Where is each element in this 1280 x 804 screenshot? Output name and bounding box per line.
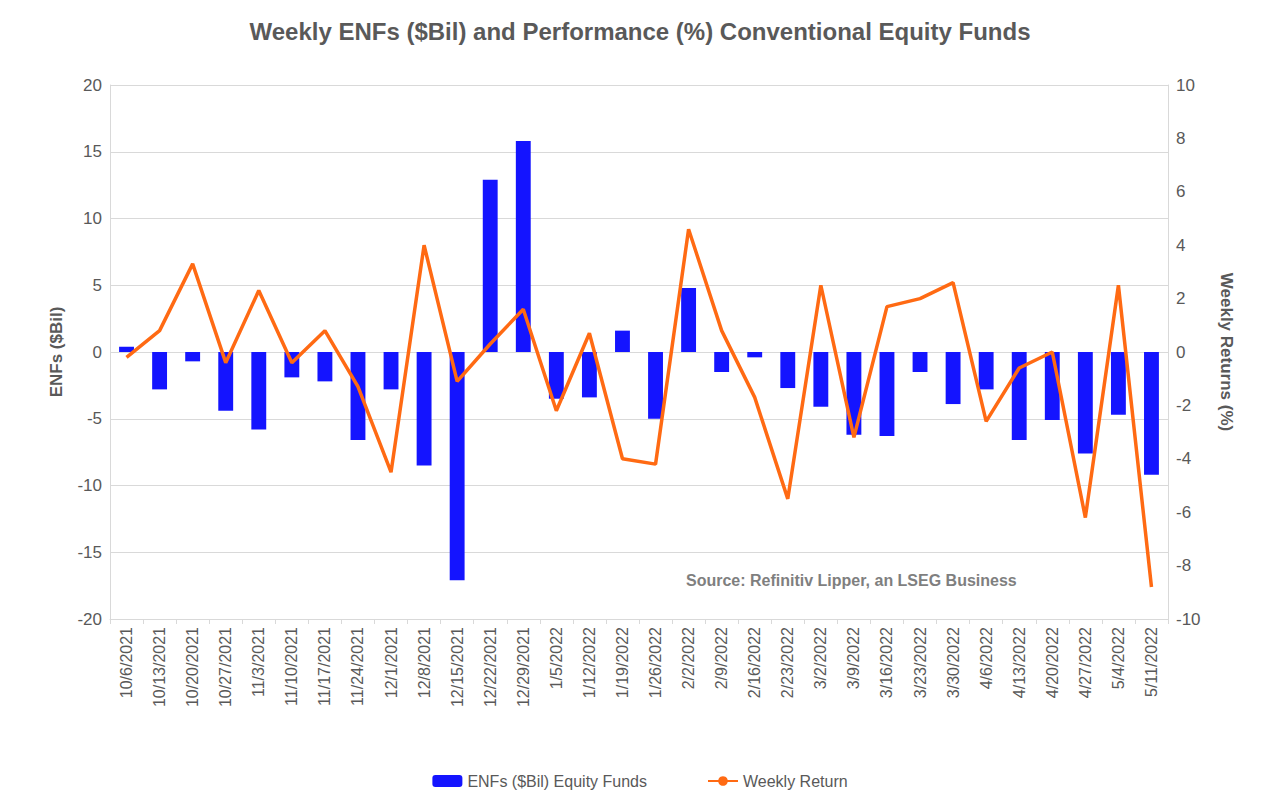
- svg-text:12/1/2021: 12/1/2021: [383, 627, 400, 698]
- svg-text:3/23/2022: 3/23/2022: [912, 627, 929, 698]
- svg-text:Weekly Return: Weekly Return: [743, 773, 848, 790]
- svg-text:0: 0: [93, 343, 102, 362]
- svg-text:4/20/2022: 4/20/2022: [1044, 627, 1061, 698]
- svg-text:-4: -4: [1176, 449, 1191, 468]
- svg-text:12/8/2021: 12/8/2021: [416, 627, 433, 698]
- svg-text:ENFs ($Bil) Equity Funds: ENFs ($Bil) Equity Funds: [467, 773, 647, 790]
- svg-text:5/11/2022: 5/11/2022: [1143, 627, 1160, 697]
- svg-text:2/16/2022: 2/16/2022: [746, 627, 763, 698]
- svg-text:4/6/2022: 4/6/2022: [978, 627, 995, 689]
- svg-text:-20: -20: [77, 610, 102, 629]
- svg-text:5/4/2022: 5/4/2022: [1110, 627, 1127, 689]
- svg-text:4/13/2022: 4/13/2022: [1011, 627, 1028, 698]
- svg-text:4: 4: [1176, 236, 1185, 255]
- svg-text:Weekly ENFs ($Bil) and Perform: Weekly ENFs ($Bil) and Performance (%) C…: [249, 18, 1030, 45]
- svg-text:-10: -10: [77, 476, 102, 495]
- svg-text:-5: -5: [87, 409, 102, 428]
- svg-text:11/3/2021: 11/3/2021: [250, 627, 267, 697]
- svg-text:2/23/2022: 2/23/2022: [779, 627, 796, 698]
- svg-text:8: 8: [1176, 129, 1185, 148]
- svg-text:10: 10: [83, 209, 102, 228]
- svg-text:10/6/2021: 10/6/2021: [118, 627, 135, 698]
- svg-text:ENFs ($Bil): ENFs ($Bil): [47, 307, 66, 398]
- svg-text:12/15/2021: 12/15/2021: [449, 627, 466, 707]
- svg-text:3/16/2022: 3/16/2022: [878, 627, 895, 698]
- svg-text:15: 15: [83, 142, 102, 161]
- svg-text:Source: Refinitiv Lipper, an L: Source: Refinitiv Lipper, an LSEG Busine…: [686, 572, 1017, 589]
- svg-text:1/26/2022: 1/26/2022: [647, 627, 664, 698]
- svg-text:20: 20: [83, 76, 102, 95]
- svg-text:10/13/2021: 10/13/2021: [151, 627, 168, 707]
- svg-text:6: 6: [1176, 182, 1185, 201]
- svg-text:Weekly Returns (%): Weekly Returns (%): [1217, 273, 1236, 431]
- svg-text:-6: -6: [1176, 503, 1191, 522]
- svg-text:2: 2: [1176, 289, 1185, 308]
- svg-text:3/9/2022: 3/9/2022: [845, 627, 862, 689]
- svg-text:-15: -15: [77, 543, 102, 562]
- svg-text:2/2/2022: 2/2/2022: [680, 627, 697, 689]
- svg-text:11/24/2021: 11/24/2021: [349, 627, 366, 706]
- svg-text:2/9/2022: 2/9/2022: [713, 627, 730, 689]
- svg-text:3/2/2022: 3/2/2022: [812, 627, 829, 689]
- svg-text:12/29/2021: 12/29/2021: [515, 627, 532, 707]
- svg-text:1/19/2022: 1/19/2022: [614, 627, 631, 698]
- svg-text:-2: -2: [1176, 396, 1191, 415]
- svg-text:0: 0: [1176, 343, 1185, 362]
- svg-text:-8: -8: [1176, 556, 1191, 575]
- svg-text:11/10/2021: 11/10/2021: [283, 627, 300, 706]
- svg-text:10/20/2021: 10/20/2021: [184, 627, 201, 707]
- svg-text:5: 5: [93, 276, 102, 295]
- svg-text:4/27/2022: 4/27/2022: [1077, 627, 1094, 698]
- svg-text:12/22/2021: 12/22/2021: [482, 627, 499, 707]
- svg-text:3/30/2022: 3/30/2022: [945, 627, 962, 698]
- svg-text:10/27/2021: 10/27/2021: [217, 627, 234, 707]
- svg-text:-10: -10: [1176, 610, 1201, 629]
- svg-text:11/17/2021: 11/17/2021: [316, 627, 333, 706]
- svg-text:1/12/2022: 1/12/2022: [581, 627, 598, 698]
- svg-text:10: 10: [1176, 76, 1195, 95]
- svg-text:1/5/2022: 1/5/2022: [548, 627, 565, 689]
